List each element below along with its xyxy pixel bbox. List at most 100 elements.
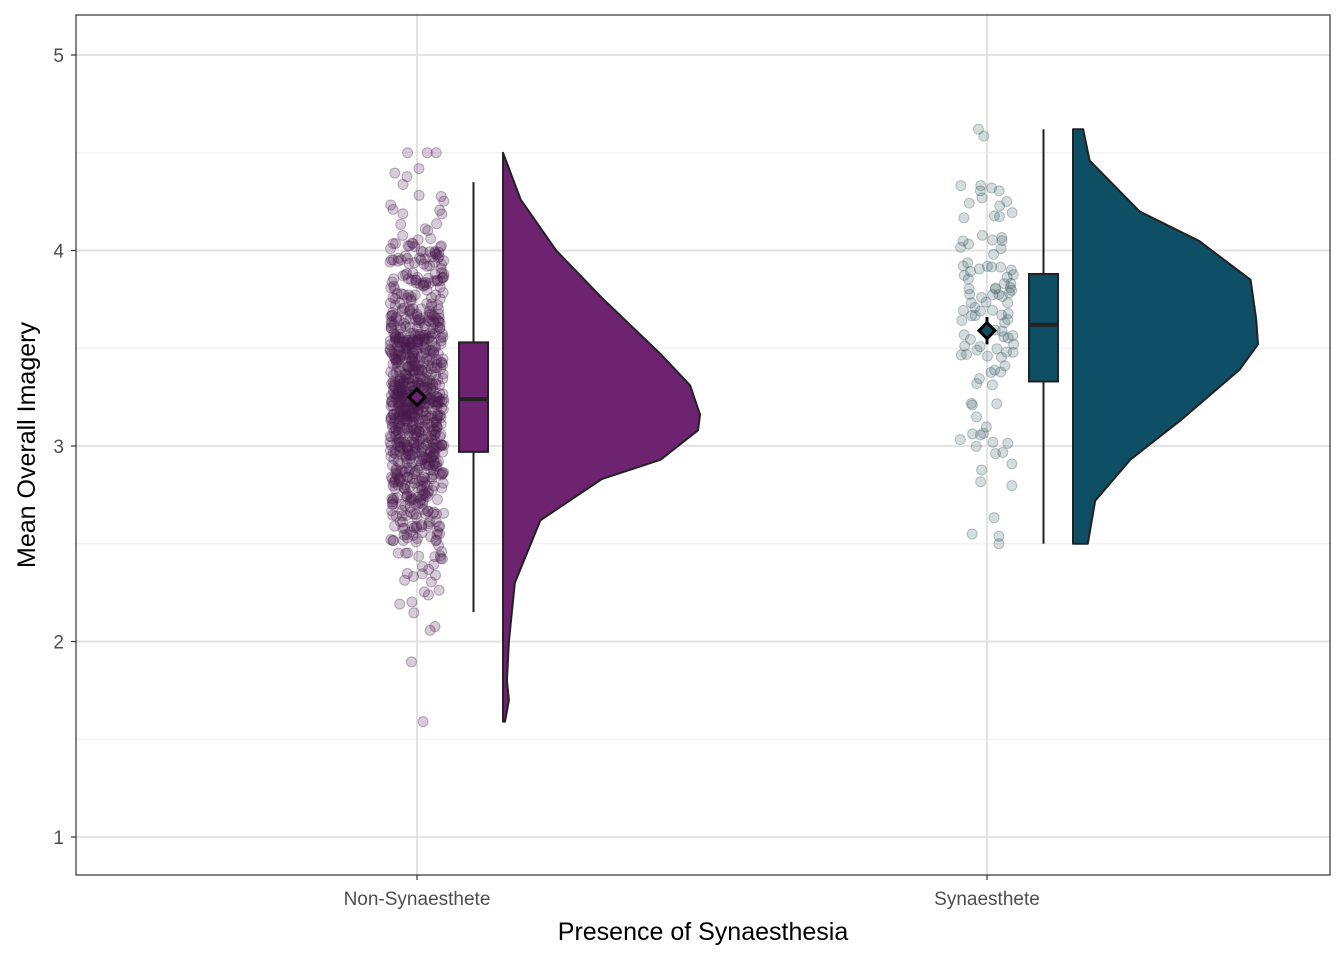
data-point (404, 495, 416, 507)
data-point (397, 376, 409, 388)
data-point (416, 474, 428, 486)
data-point (426, 434, 438, 446)
data-point (387, 446, 399, 458)
data-point (399, 522, 411, 534)
data-point (421, 284, 433, 296)
data-point (407, 364, 419, 376)
x-tick-label: Synaesthete (934, 889, 1040, 910)
data-point (976, 229, 988, 241)
data-point (429, 275, 441, 287)
data-point (402, 448, 414, 460)
data-point (384, 345, 396, 357)
data-point (397, 397, 409, 409)
data-point (427, 379, 439, 391)
data-point (422, 359, 434, 371)
data-point (419, 472, 431, 484)
data-point (388, 351, 400, 363)
data-point (438, 467, 450, 479)
data-point (427, 251, 439, 263)
data-point (419, 223, 431, 235)
data-point (393, 336, 405, 348)
data-point (433, 410, 445, 422)
data-point (388, 387, 400, 399)
data-point (438, 271, 450, 283)
data-point (387, 480, 399, 492)
data-point (437, 353, 449, 365)
data-point (385, 389, 397, 401)
data-point (431, 534, 443, 546)
data-point (386, 310, 398, 322)
data-point (428, 558, 440, 570)
data-point (428, 347, 440, 359)
data-point (407, 380, 419, 392)
data-point (436, 439, 448, 451)
data-point (430, 516, 442, 528)
data-point (403, 410, 415, 422)
data-point (393, 336, 405, 348)
data-point (432, 526, 444, 538)
data-point (385, 199, 397, 211)
data-point (397, 409, 409, 421)
data-point (990, 282, 1002, 294)
data-point (1002, 307, 1014, 319)
data-point (404, 313, 416, 325)
data-point (387, 307, 399, 319)
data-point (401, 171, 413, 183)
data-point (412, 376, 424, 388)
data-point (417, 414, 429, 426)
data-point (397, 516, 409, 528)
data-point (955, 241, 967, 253)
data-point (985, 366, 997, 378)
data-point (431, 457, 443, 469)
data-point (423, 332, 435, 344)
data-point (987, 436, 999, 448)
data-point (406, 338, 418, 350)
data-point (386, 496, 398, 508)
data-point (419, 320, 431, 332)
data-point (425, 452, 437, 464)
data-point (421, 298, 433, 310)
data-point (398, 482, 410, 494)
data-point (400, 409, 412, 421)
data-point (385, 471, 397, 483)
data-point (420, 452, 432, 464)
data-point (398, 482, 410, 494)
data-point (406, 355, 418, 367)
data-point (421, 353, 433, 365)
data-point (430, 147, 442, 159)
data-point (406, 308, 418, 320)
data-point (994, 211, 1006, 223)
data-point (430, 378, 442, 390)
data-point (956, 315, 968, 327)
data-point (430, 398, 442, 410)
data-point (392, 255, 404, 267)
data-point (997, 446, 1009, 458)
data-point (429, 434, 441, 446)
data-point (430, 426, 442, 438)
data-point (392, 385, 404, 397)
data-point (417, 405, 429, 417)
data-point (436, 546, 448, 558)
data-point (964, 334, 976, 346)
data-point (417, 475, 429, 487)
data-point (384, 343, 396, 355)
data-point (435, 439, 447, 451)
data-point (402, 399, 414, 411)
data-point (390, 429, 402, 441)
data-point (404, 338, 416, 350)
data-point (408, 424, 420, 436)
data-point (394, 458, 406, 470)
data-point (404, 526, 416, 538)
data-point (414, 462, 426, 474)
data-point (432, 409, 444, 421)
data-point (414, 497, 426, 509)
data-point (415, 446, 427, 458)
data-point (430, 416, 442, 428)
data-point (959, 340, 971, 352)
data-point (432, 396, 444, 408)
data-point (396, 404, 408, 416)
data-point (391, 340, 403, 352)
data-point (393, 397, 405, 409)
data-point (392, 419, 404, 431)
data-point (410, 274, 422, 286)
